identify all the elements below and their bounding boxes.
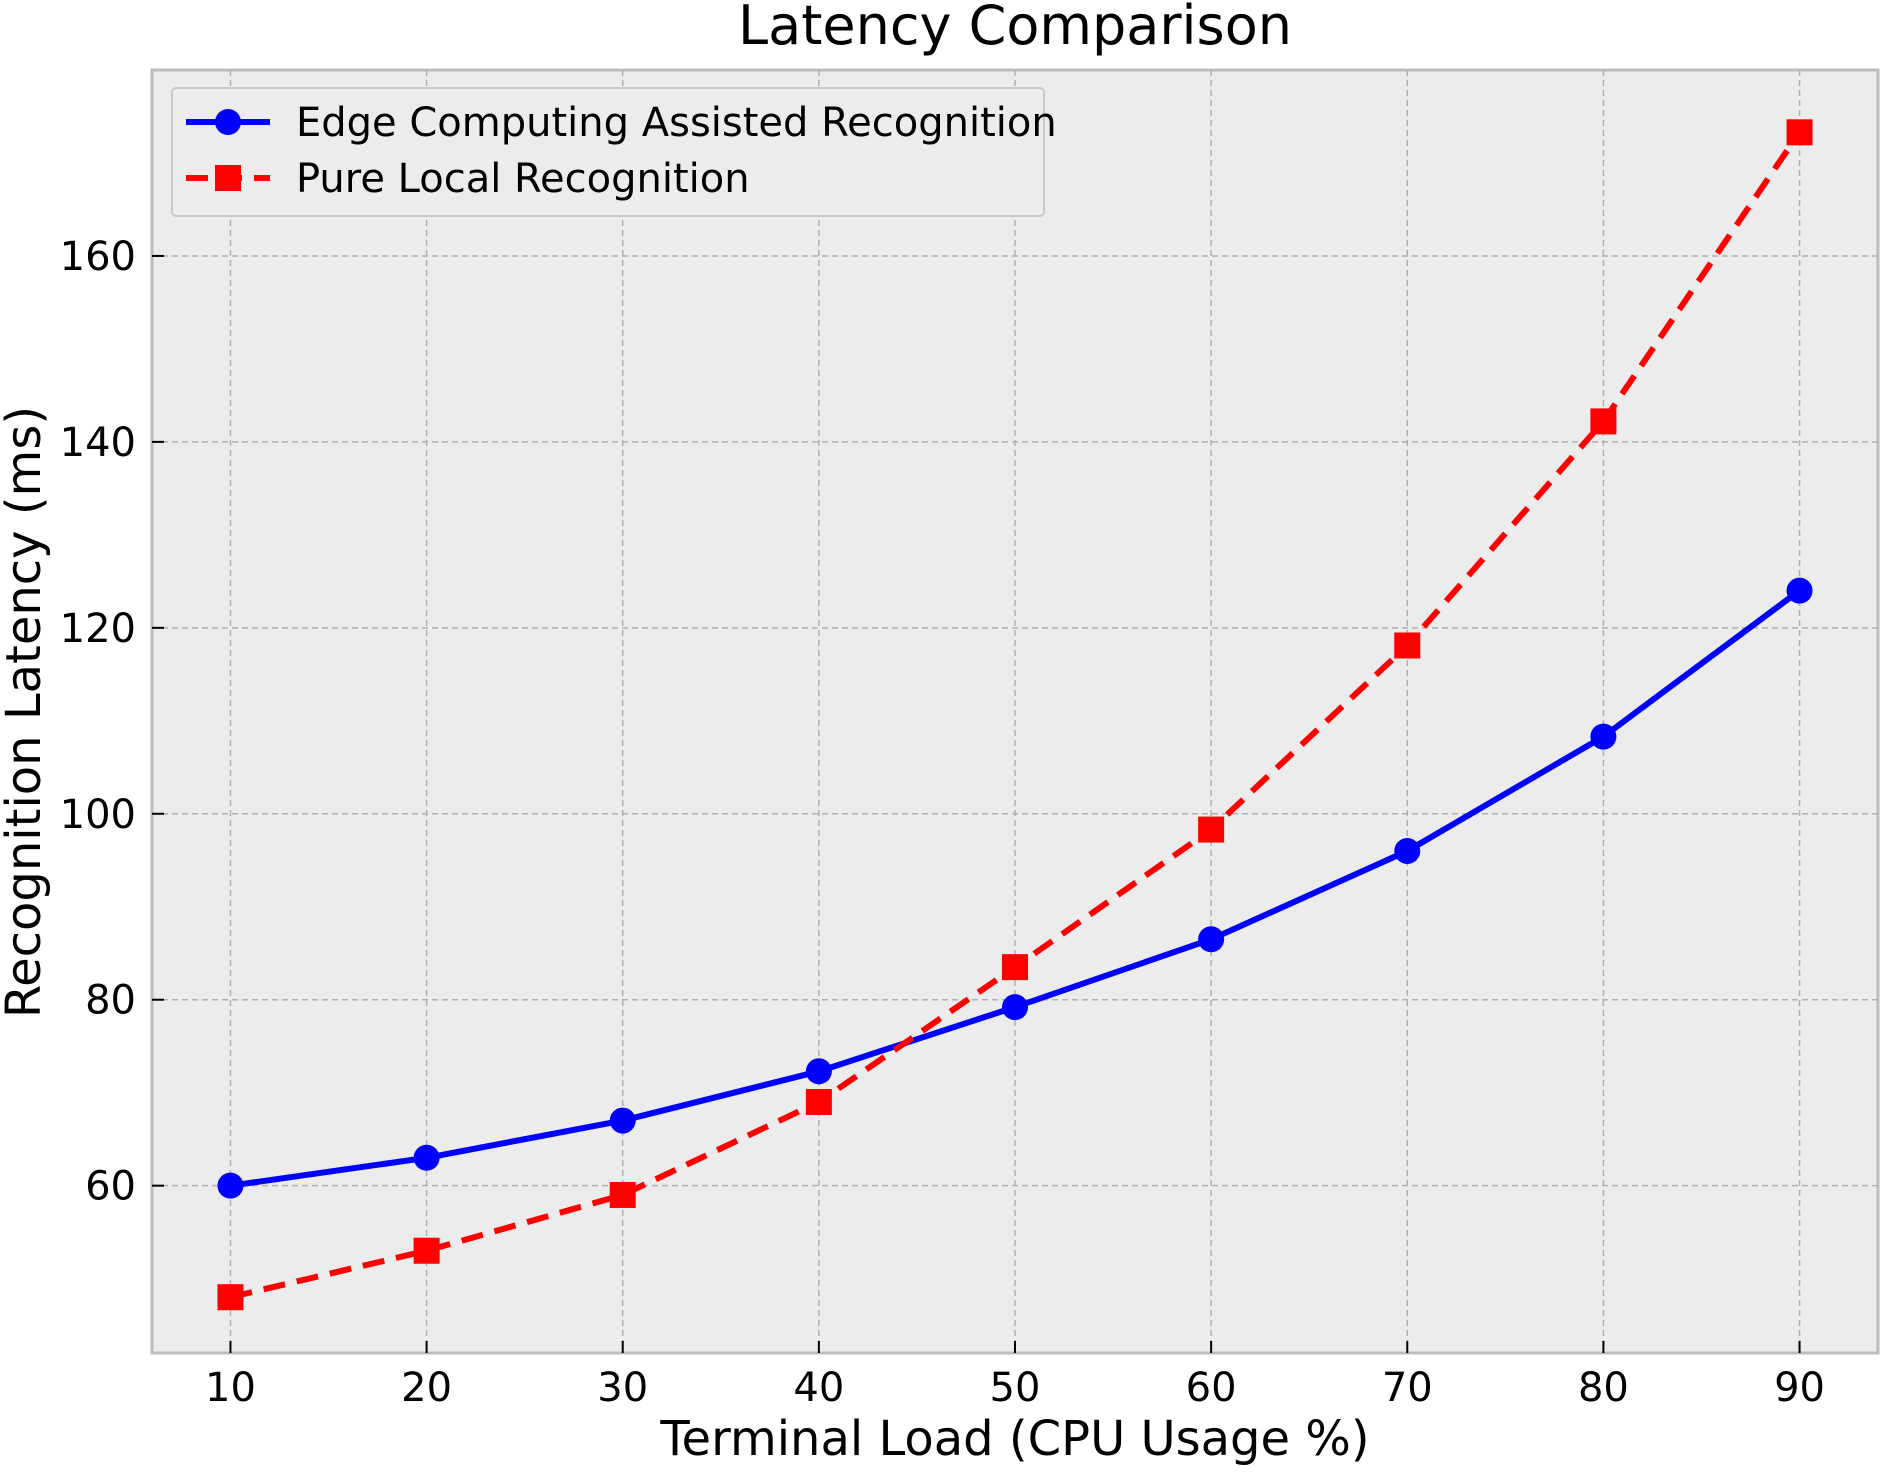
- y-tick-label: 100: [60, 792, 136, 838]
- y-tick-label: 120: [60, 606, 136, 652]
- x-axis-title: Terminal Load (CPU Usage %): [659, 1411, 1369, 1467]
- legend: Edge Computing Assisted Recognition Pure…: [171, 87, 1057, 217]
- data-point: [1394, 632, 1421, 659]
- data-point: [609, 1107, 636, 1134]
- x-tick-label: 10: [205, 1365, 256, 1411]
- data-point: [1198, 926, 1225, 953]
- data-point: [217, 1172, 244, 1199]
- y-tick-label: 160: [60, 234, 136, 280]
- data-point: [413, 1144, 440, 1171]
- data-point: [413, 1237, 440, 1264]
- x-tick-label: 20: [401, 1365, 452, 1411]
- legend-box: [171, 87, 1045, 217]
- legend-label-edge: Edge Computing Assisted Recognition: [296, 100, 1057, 146]
- y-axis-title: Recognition Latency (ms): [0, 406, 52, 1018]
- data-point: [1002, 954, 1028, 981]
- data-point: [1002, 994, 1028, 1021]
- data-point: [1590, 723, 1617, 750]
- x-tick-label: 90: [1774, 1365, 1825, 1411]
- y-tick-label: 60: [85, 1164, 136, 1210]
- grid: [152, 70, 1878, 1353]
- data-point: [217, 1284, 244, 1311]
- y-tick-label: 80: [85, 978, 136, 1024]
- data-point: [1786, 577, 1813, 604]
- legend-marker-local: [215, 165, 241, 191]
- data-point: [805, 1058, 832, 1085]
- x-tick-label: 70: [1382, 1365, 1433, 1411]
- data-point: [1590, 408, 1617, 435]
- x-tick-label: 50: [990, 1365, 1041, 1411]
- y-tick-label: 140: [60, 420, 136, 466]
- x-tick-label: 40: [793, 1365, 844, 1411]
- data-point: [1786, 119, 1813, 146]
- axis-ticks: 10 20 30 40 50 60 70 80 90 60 80 100 120 140 160: [60, 234, 1825, 1411]
- legend-label-local: Pure Local Recognition: [296, 156, 750, 202]
- data-point: [805, 1088, 832, 1115]
- data-point: [609, 1181, 636, 1208]
- legend-marker-edge: [215, 109, 241, 135]
- data-point: [1394, 837, 1421, 864]
- x-tick-label: 30: [597, 1365, 648, 1411]
- data-point: [1198, 816, 1225, 843]
- series-layer: [217, 119, 1813, 1311]
- x-tick-label: 60: [1186, 1365, 1237, 1411]
- x-tick-label: 80: [1578, 1365, 1629, 1411]
- chart-title: Latency Comparison: [738, 0, 1292, 57]
